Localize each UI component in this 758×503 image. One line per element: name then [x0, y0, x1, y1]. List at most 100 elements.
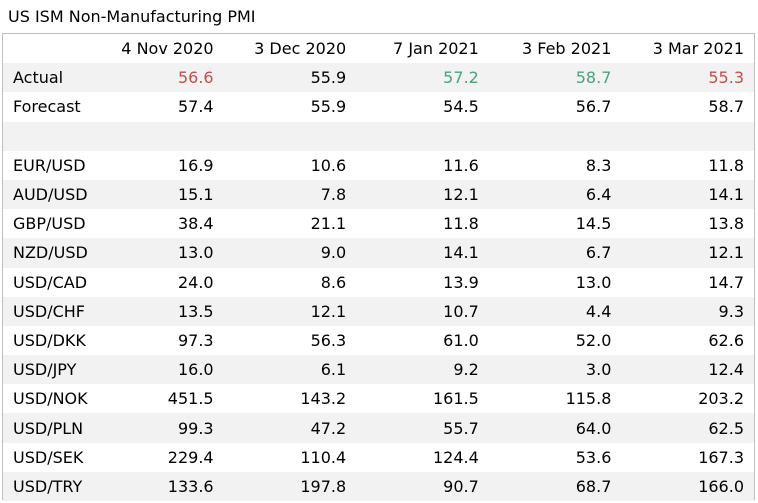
column-header: 7 Jan 2021: [393, 39, 479, 59]
pair-label: NZD/USD: [3, 238, 91, 268]
pair-value: 55.7: [356, 413, 489, 443]
pair-label: USD/TRY: [3, 471, 91, 501]
pair-value: 10.6: [310, 155, 347, 175]
forecast-value: 56.7: [575, 97, 612, 117]
pair-value: 61.0: [443, 330, 479, 350]
pair-value: 15.1: [91, 179, 224, 210]
table-row: USD/PLN 99.3 47.2 55.7 64.0 62.5: [3, 413, 754, 443]
table-row: USD/NOK 451.5 143.2 161.5 115.8 203.2: [3, 384, 754, 413]
pair-value: 6.1: [223, 355, 357, 385]
pair-value: 13.9: [443, 272, 479, 292]
pair-value: 90.7: [356, 471, 489, 501]
pair-value: 14.7: [708, 272, 744, 292]
pair-label: USD/JPY: [3, 355, 91, 385]
table-row: AUD/USD 15.1 7.8 12.1 6.4 14.1: [3, 179, 754, 210]
pair-value: 16.9: [177, 155, 214, 175]
pair-value: 13.8: [708, 214, 744, 234]
pair-label: USD/CHF: [3, 296, 91, 326]
pair-value: 6.7: [488, 238, 622, 268]
pmi-table: 4 Nov 2020 3 Dec 2020 7 Jan 2021 3 Feb 2…: [3, 34, 754, 501]
pair-label: USD/SEK: [13, 447, 84, 467]
pair-value: 8.3: [585, 155, 612, 175]
forecast-value: 54.5: [443, 97, 479, 117]
pair-value: 11.8: [708, 155, 744, 175]
table-row: USD/CAD 24.0 8.6 13.9 13.0 14.7: [3, 268, 754, 297]
pair-value: 14.1: [356, 238, 489, 268]
pair-value: 56.3: [310, 330, 347, 350]
actual-value: 57.2: [356, 63, 489, 93]
pair-value: 14.1: [621, 179, 754, 210]
row-label: Forecast: [13, 97, 81, 117]
table-row: USD/JPY 16.0 6.1 9.2 3.0 12.4: [3, 355, 754, 385]
pair-value: 8.6: [320, 272, 347, 292]
actual-value: 56.6: [91, 63, 224, 93]
pair-value: 161.5: [432, 389, 479, 409]
pair-value: 14.5: [575, 214, 612, 234]
pair-value: 52.0: [575, 330, 612, 350]
column-header: 3 Feb 2021: [521, 39, 612, 59]
table-row: USD/SEK 229.4 110.4 124.4 53.6 167.3: [3, 443, 754, 472]
forecast-value: 58.7: [708, 97, 744, 117]
pair-label: USD/CAD: [13, 272, 88, 292]
forecast-row: Forecast 57.4 55.9 54.5 56.7 58.7: [3, 92, 754, 121]
pair-value: 12.1: [621, 238, 754, 268]
table-title: US ISM Non-Manufacturing PMI: [8, 7, 256, 26]
pair-value: 12.1: [356, 179, 489, 210]
pair-value: 97.3: [177, 330, 214, 350]
pair-value: 9.2: [356, 355, 489, 385]
pair-value: 47.2: [223, 413, 357, 443]
pair-value: 6.4: [488, 179, 622, 210]
pair-value: 64.0: [488, 413, 622, 443]
pair-label: USD/PLN: [3, 413, 91, 443]
pair-value: 7.8: [223, 179, 357, 210]
column-header: 3 Dec 2020: [254, 39, 347, 59]
table-row: EUR/USD 16.9 10.6 11.6 8.3 11.8: [3, 151, 754, 180]
pair-value: 143.2: [300, 389, 347, 409]
forecast-value: 57.4: [177, 97, 214, 117]
pair-value: 21.1: [310, 214, 347, 234]
pair-value: 167.3: [698, 447, 744, 467]
pair-value: 13.5: [91, 296, 224, 326]
row-label: Actual: [3, 63, 91, 93]
pair-value: 197.8: [223, 471, 357, 501]
table-row: GBP/USD 38.4 21.1 11.8 14.5 13.8: [3, 209, 754, 238]
pair-label: GBP/USD: [13, 214, 86, 234]
pair-value: 9.0: [223, 238, 357, 268]
corner-cell: [3, 34, 91, 63]
forecast-value: 55.9: [310, 97, 347, 117]
pair-value: 53.6: [575, 447, 612, 467]
table-row: USD/TRY 133.6 197.8 90.7 68.7 166.0: [3, 471, 754, 501]
column-header: 3 Mar 2021: [652, 39, 744, 59]
pair-value: 99.3: [91, 413, 224, 443]
pair-value: 24.0: [177, 272, 214, 292]
spacer-cell: [3, 121, 754, 151]
pair-value: 203.2: [698, 389, 744, 409]
pair-value: 4.4: [488, 296, 622, 326]
pair-value: 229.4: [167, 447, 214, 467]
spacer-row: [3, 121, 754, 151]
pair-value: 68.7: [488, 471, 622, 501]
pair-value: 62.5: [621, 413, 754, 443]
table-row: USD/DKK 97.3 56.3 61.0 52.0 62.6: [3, 326, 754, 355]
pair-value: 9.3: [621, 296, 754, 326]
table-row: NZD/USD 13.0 9.0 14.1 6.7 12.1: [3, 238, 754, 268]
pair-value: 11.8: [443, 214, 479, 234]
actual-value: 55.9: [223, 63, 357, 93]
pair-value: 13.0: [91, 238, 224, 268]
table-row: USD/CHF 13.5 12.1 10.7 4.4 9.3: [3, 296, 754, 326]
pair-value: 11.6: [443, 155, 479, 175]
header-row: 4 Nov 2020 3 Dec 2020 7 Jan 2021 3 Feb 2…: [3, 34, 754, 63]
pair-label: AUD/USD: [3, 179, 91, 210]
pair-value: 12.1: [223, 296, 357, 326]
pair-value: 13.0: [575, 272, 612, 292]
pair-label: EUR/USD: [13, 155, 86, 175]
pair-value: 451.5: [167, 389, 214, 409]
actual-value: 58.7: [488, 63, 622, 93]
pair-value: 16.0: [91, 355, 224, 385]
pair-value: 38.4: [177, 214, 214, 234]
pair-label: USD/NOK: [13, 389, 88, 409]
pair-value: 110.4: [300, 447, 347, 467]
pair-value: 62.6: [708, 330, 744, 350]
pair-value: 166.0: [621, 471, 754, 501]
pair-value: 133.6: [91, 471, 224, 501]
